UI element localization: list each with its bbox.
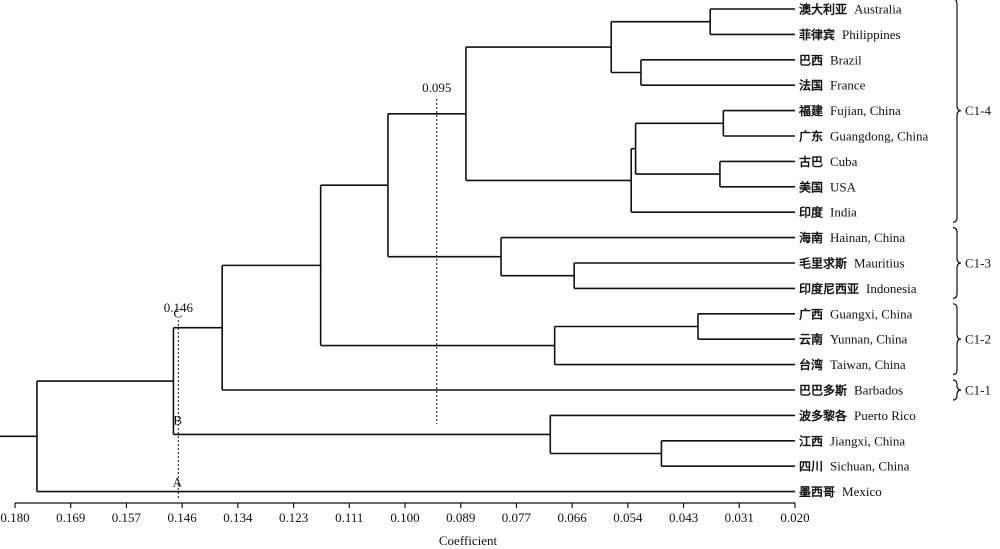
group-bracket [952,0,962,223]
x-axis: 0.180 0.169 0.157 0.146 0.134 0.123 0.111 0.100… [0,502,810,548]
group-bracket [952,227,962,299]
x-axis-tick-label: 0.020 [780,510,809,525]
group-label: C1-1 [965,383,991,398]
node-label: C [173,306,182,321]
x-axis-tick-label: 0.077 [502,510,532,525]
x-axis-tick-label: 0.111 [335,510,363,525]
x-axis-title: Coefficient [439,533,498,548]
leaf-label: 澳大利亚 Australia [799,2,902,17]
leaf-label: 巴巴多斯 Barbados [799,383,903,398]
leaf-label: 印度尼西亚 Indonesia [799,281,917,296]
x-axis-tick-label: 0.134 [223,510,253,525]
leaf-label: 墨西哥 Mexico [799,484,882,499]
group-bracket [952,303,962,376]
leaf-label: 福建 Fujian, China [798,103,901,118]
x-axis-ticks: 0.180 0.169 0.157 0.146 0.134 0.123 0.111 0.100… [0,503,810,525]
x-axis-tick-label: 0.157 [112,510,142,525]
x-axis-tick-label: 0.043 [669,510,698,525]
group-label: C1-3 [965,256,991,271]
x-axis-tick-label: 0.066 [558,510,588,525]
threshold-lines: 0.095 0.146 [164,80,451,500]
leaf-label: 江西 Jiangxi, China [799,433,905,448]
leaf-label: 菲律宾 Philippines [799,27,901,42]
leaf-label: 海南 Hainan, China [799,230,905,245]
x-axis-tick-label: 0.089 [446,510,475,525]
threshold-label: 0.095 [422,80,451,95]
x-axis-tick-label: 0.169 [56,510,85,525]
x-axis-tick-label: 0.100 [390,510,419,525]
x-axis-tick-label: 0.031 [725,510,754,525]
leaf-label: 云南 Yunnan, China [799,332,908,347]
leaf-label: 美国 USA [799,179,857,194]
x-axis-tick-label: 0.180 [0,510,29,525]
node-label: B [173,412,182,427]
x-axis-tick-label: 0.146 [168,510,198,525]
leaf-label: 巴西 Brazil [799,52,862,67]
cluster-groups: C1-4 C1-3 C1-2 C1-1 [952,0,992,401]
leaf-label: 广西 Guangxi, China [799,306,913,321]
x-axis-tick-label: 0.123 [279,510,308,525]
leaf-label: 古巴 Cuba [799,154,858,169]
leaf-label: 四川 Sichuan, China [799,459,910,474]
leaf-label: 毛里求斯 Mauritius [799,256,905,271]
leaf-label: 台湾 Taiwan, China [799,357,906,372]
x-axis-tick-label: 0.054 [613,510,643,525]
dendrogram-branches [0,8,795,493]
leaf-label: 印度 India [799,205,857,220]
group-bracket [952,379,962,401]
leaf-label: 广东 Guangdong, China [799,129,928,144]
leaf-label: 波多黎各 Puerto Rico [799,408,916,423]
node-label: A [173,475,183,490]
leaf-label: 法国 France [799,78,866,93]
node-labels: A B C [173,306,183,490]
threshold-label: 0.146 [164,300,194,315]
group-label: C1-2 [965,332,991,347]
group-label: C1-4 [965,103,992,118]
leaf-labels: 澳大利亚 Australia 菲律宾 Philippines 巴西 Brazil 法国 Fra… [798,2,928,500]
